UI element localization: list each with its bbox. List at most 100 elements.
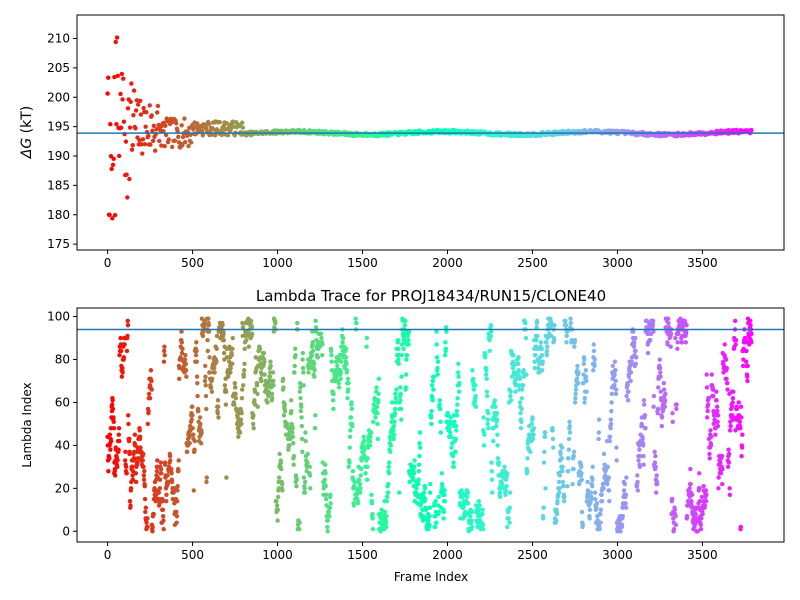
lambda-point <box>351 503 357 508</box>
lambda-point <box>661 387 667 392</box>
lambda-point <box>142 468 147 474</box>
lambda-point <box>325 524 330 530</box>
lambda-point <box>642 413 648 418</box>
lambda-point <box>375 421 380 427</box>
lambda-point <box>494 417 500 422</box>
lambda-point <box>320 353 325 358</box>
lambda-point <box>202 322 207 328</box>
lambda-point <box>442 499 448 504</box>
lambda-point <box>422 486 428 491</box>
lambda-point <box>275 494 281 500</box>
lambda-point <box>358 466 364 472</box>
lambda-point <box>532 359 537 364</box>
lambda-point <box>174 520 179 525</box>
lambda-point <box>675 340 680 345</box>
lambda-point <box>598 511 603 517</box>
delta-g-y-axis-label: ΔG (kT) <box>19 106 35 159</box>
top-y-tick-label: 195 <box>47 120 70 134</box>
lambda-point <box>533 353 538 358</box>
lambda-point <box>689 492 695 497</box>
lambda-point <box>655 410 660 416</box>
lambda-point <box>262 372 267 377</box>
lambda-point <box>179 329 184 334</box>
lambda-point <box>518 426 524 431</box>
bottom-x-tick-label: 0 <box>104 548 112 562</box>
delta-g-point <box>130 142 135 148</box>
lambda-point <box>511 363 516 369</box>
lambda-point <box>618 529 623 534</box>
lambda-point <box>313 329 319 334</box>
lambda-point <box>222 383 228 388</box>
lambda-point <box>183 353 188 358</box>
lambda-point <box>693 511 698 517</box>
lambda-point <box>641 462 646 467</box>
lambda-point <box>482 432 487 437</box>
lambda-point <box>329 353 334 358</box>
lambda-point <box>239 387 245 392</box>
lambda-point <box>346 380 351 386</box>
delta-g-point <box>112 212 118 218</box>
lambda-point <box>433 520 439 525</box>
delta-g-point <box>230 119 235 124</box>
lambda-point <box>358 473 363 478</box>
lambda-point <box>495 443 500 448</box>
lambda-point <box>734 406 740 412</box>
lambda-point <box>564 340 569 345</box>
lambda-point <box>269 391 275 397</box>
lambda-point <box>485 421 490 427</box>
lambda-point <box>590 477 595 482</box>
delta-g-point <box>200 133 205 138</box>
lambda-point <box>301 370 306 375</box>
top-x-tick-label: 2500 <box>517 256 548 270</box>
lambda-point <box>280 481 285 487</box>
lambda-point <box>574 376 580 382</box>
lambda-point <box>107 432 113 437</box>
lambda-point <box>432 524 438 530</box>
lambda-point <box>232 402 237 407</box>
lambda-point <box>709 372 714 377</box>
lambda-point <box>651 404 656 409</box>
lambda-point <box>473 404 479 409</box>
lambda-point <box>169 471 174 476</box>
lambda-point <box>582 400 587 405</box>
lambda-point <box>714 389 719 394</box>
lambda-point <box>274 499 279 504</box>
lambda-point <box>599 499 605 504</box>
bottom-x-tick-label: 3500 <box>687 548 718 562</box>
lambda-point <box>192 438 197 444</box>
lambda-point <box>654 490 659 495</box>
lambda-point <box>662 404 668 409</box>
lambda-point <box>570 481 575 487</box>
lambda-point <box>516 355 521 360</box>
delta-g-point <box>182 116 187 121</box>
lambda-point <box>520 383 526 388</box>
lambda-point <box>544 348 550 354</box>
lambda-point <box>438 406 443 412</box>
lambda-point <box>492 398 498 403</box>
lambda-point <box>323 483 329 489</box>
lambda-point <box>118 335 123 341</box>
lambda-point <box>358 486 363 491</box>
lambda-point <box>416 462 422 467</box>
lambda-point <box>327 514 332 519</box>
lambda-point <box>441 516 446 521</box>
lambda-point <box>294 483 299 489</box>
lambda-point <box>602 462 607 467</box>
delta-g-point <box>123 139 129 144</box>
delta-g-point <box>152 148 158 153</box>
lambda-point <box>395 338 401 343</box>
lambda-point <box>434 355 440 360</box>
lambda-point <box>207 355 212 360</box>
lambda-point <box>672 507 678 512</box>
lambda-point <box>566 468 571 474</box>
lambda-point <box>328 501 333 506</box>
lambda-point <box>659 423 664 429</box>
lambda-point <box>603 473 608 478</box>
lambda-point <box>282 408 288 414</box>
lambda-point <box>406 342 411 347</box>
lambda-point <box>633 361 638 367</box>
lambda-point <box>107 456 112 461</box>
lambda-point <box>516 361 521 367</box>
lambda-point <box>159 471 164 476</box>
lambda-point <box>707 451 712 457</box>
